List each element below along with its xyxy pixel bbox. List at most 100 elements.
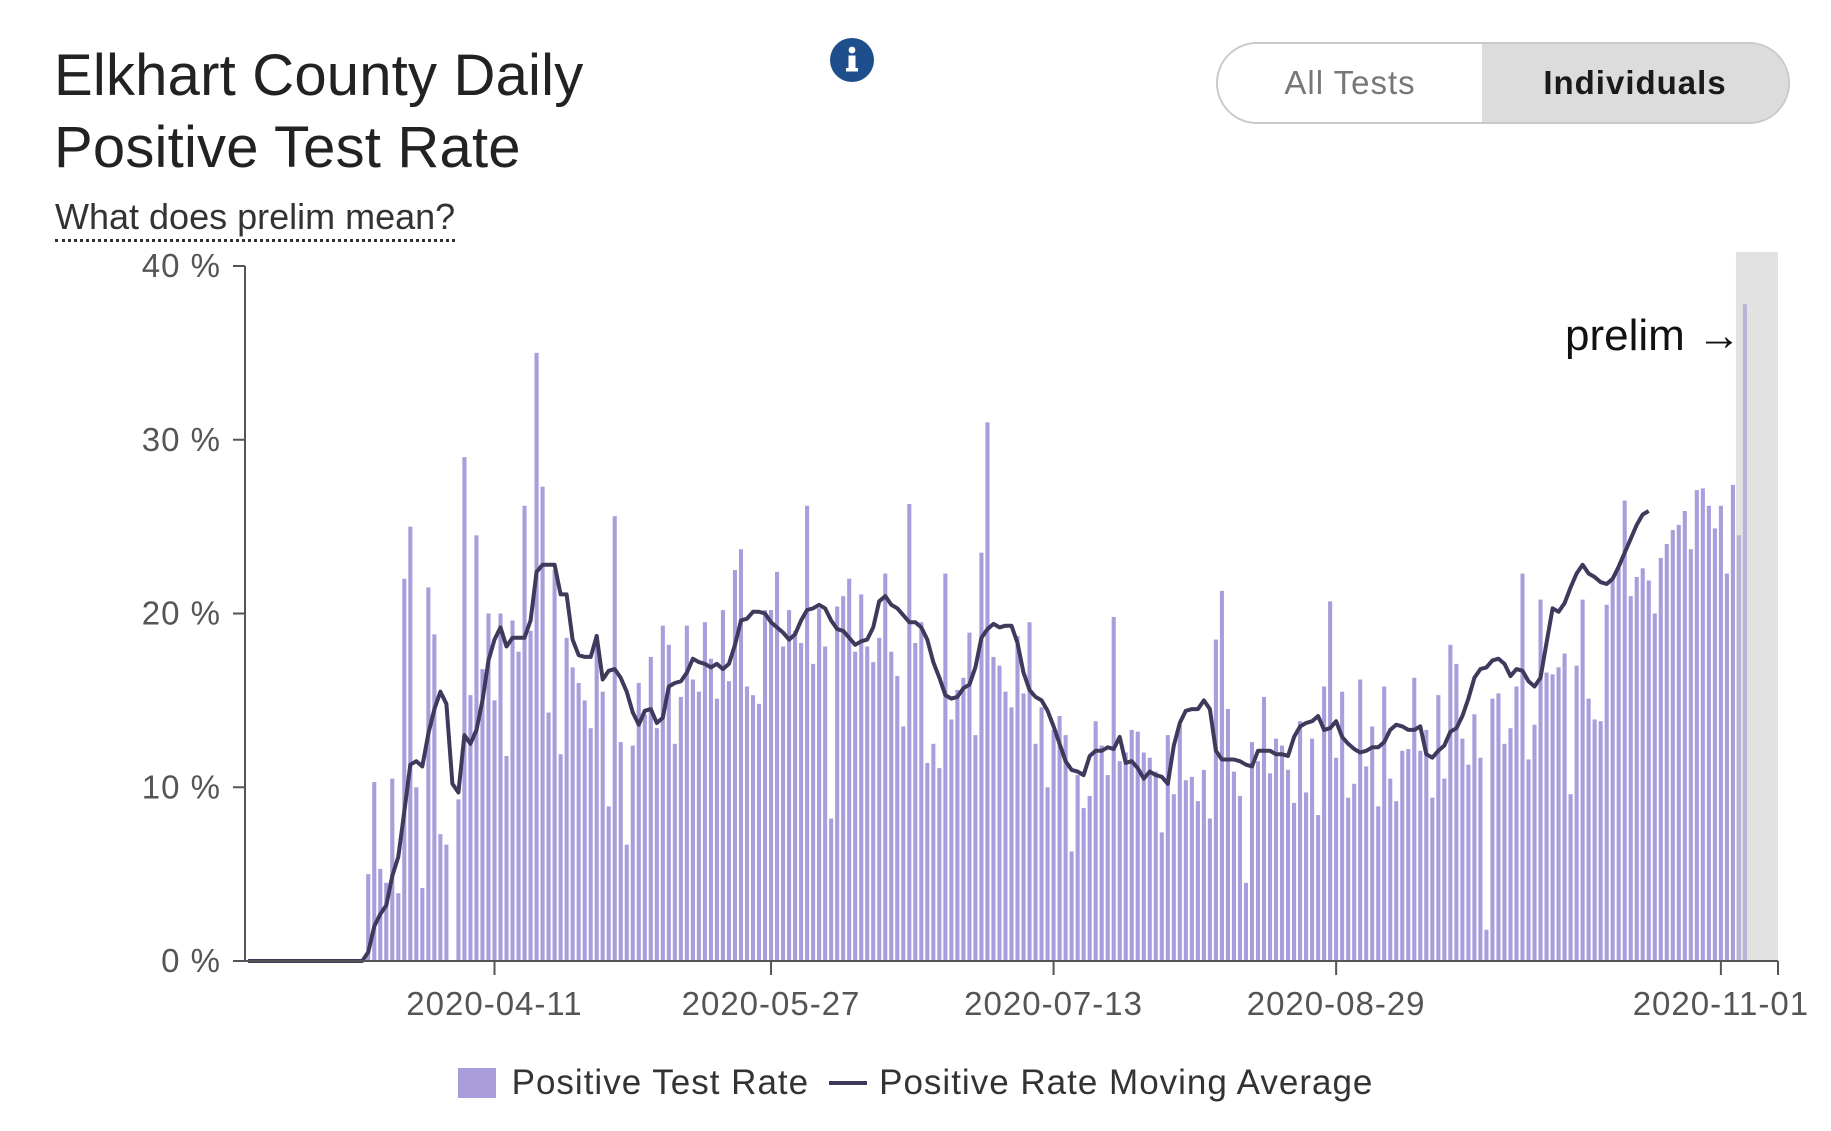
toggle-individuals[interactable]: Individuals	[1482, 44, 1788, 122]
bar	[726, 681, 731, 961]
bar	[1694, 490, 1699, 961]
bar	[426, 587, 431, 961]
bar	[600, 691, 605, 961]
bar	[913, 643, 918, 961]
bar	[799, 643, 804, 961]
bar	[624, 844, 629, 961]
bar	[919, 622, 924, 961]
prelim-annotation: prelim →	[1565, 311, 1741, 360]
bar	[1508, 728, 1513, 961]
toggle-all-tests[interactable]: All Tests	[1218, 44, 1482, 122]
bar	[636, 683, 641, 961]
bar	[1358, 679, 1363, 961]
x-tick-label: 2020-08-29	[1247, 985, 1426, 1022]
bar	[787, 610, 792, 961]
bar	[1424, 729, 1429, 961]
bar	[1069, 851, 1074, 961]
bar	[1676, 524, 1681, 961]
bar	[666, 644, 671, 961]
bar	[576, 683, 581, 961]
bar	[1574, 665, 1579, 961]
y-tick-label: 0 %	[161, 942, 221, 979]
y-tick-label: 30 %	[142, 421, 221, 458]
bar	[835, 606, 840, 961]
bar	[1616, 568, 1621, 961]
bar	[1207, 818, 1212, 961]
bar	[462, 457, 467, 961]
bar	[1442, 778, 1447, 961]
bar	[1742, 304, 1747, 962]
bar	[696, 691, 701, 961]
bar	[871, 662, 876, 961]
bar	[1159, 832, 1164, 961]
bar	[1141, 752, 1146, 961]
bar	[805, 505, 810, 961]
bar	[486, 613, 491, 961]
bar	[1562, 653, 1567, 961]
bar	[1682, 510, 1687, 961]
bar	[1604, 604, 1609, 961]
bar	[1171, 794, 1176, 961]
bar	[1670, 530, 1675, 961]
legend-label-line: Positive Rate Moving Average	[879, 1063, 1374, 1102]
bar	[1364, 766, 1369, 961]
bar	[564, 637, 569, 961]
bar	[774, 571, 780, 961]
bar	[1057, 716, 1062, 961]
bar	[438, 834, 443, 961]
bar	[1183, 780, 1188, 961]
positive-rate-chart: 0 % 10 % 20 % 30 % 40 % 2020-04-11 2020-05-27 2…	[142, 250, 1808, 1022]
bar	[1592, 719, 1597, 961]
bar	[1225, 709, 1230, 961]
bar	[1544, 672, 1549, 961]
bar	[1346, 797, 1351, 961]
bar	[570, 667, 575, 961]
bar	[1213, 639, 1218, 961]
bar	[1520, 573, 1525, 961]
bar	[1646, 580, 1651, 961]
bar	[1147, 757, 1152, 961]
moving-average-layer	[248, 509, 1650, 963]
legend-label-bars: Positive Test Rate	[511, 1063, 810, 1102]
prelim-layer	[1735, 252, 1778, 961]
bar	[1376, 806, 1381, 961]
bar	[997, 665, 1002, 961]
bar	[1634, 577, 1639, 961]
info-icon[interactable]	[830, 38, 874, 82]
bar	[1267, 773, 1273, 961]
prelim-help-link[interactable]: What does prelim mean?	[55, 195, 456, 242]
bar	[1237, 795, 1242, 961]
bar	[606, 806, 611, 961]
bar	[979, 552, 984, 961]
bar	[1514, 686, 1519, 961]
bar	[1153, 771, 1158, 961]
y-tick-label: 20 %	[142, 595, 221, 632]
bar	[1015, 636, 1020, 961]
page-title: Elkhart County Daily Positive Test Rate	[54, 40, 774, 184]
bar	[1003, 691, 1008, 961]
bar	[402, 578, 407, 961]
legend-item-bars[interactable]: Positive Test Rate	[457, 1063, 810, 1103]
bar	[492, 700, 497, 961]
bar	[985, 422, 990, 961]
bar	[768, 610, 774, 961]
y-tick-label: 10 %	[142, 768, 221, 805]
bar	[456, 799, 461, 961]
bar	[1556, 667, 1561, 961]
bar	[1718, 505, 1723, 961]
bar	[1129, 729, 1134, 961]
bar	[1009, 707, 1014, 961]
bar	[1400, 750, 1405, 961]
bar	[756, 703, 762, 961]
bar	[720, 610, 725, 961]
legend-item-line[interactable]: Positive Rate Moving Average	[829, 1063, 1373, 1103]
bar	[642, 714, 647, 961]
bar	[817, 608, 822, 961]
bar	[582, 700, 587, 961]
bar	[1496, 693, 1501, 961]
bar	[702, 622, 707, 961]
bar	[420, 888, 425, 961]
bar	[1340, 691, 1345, 961]
bar	[853, 651, 858, 961]
bar	[823, 646, 828, 961]
